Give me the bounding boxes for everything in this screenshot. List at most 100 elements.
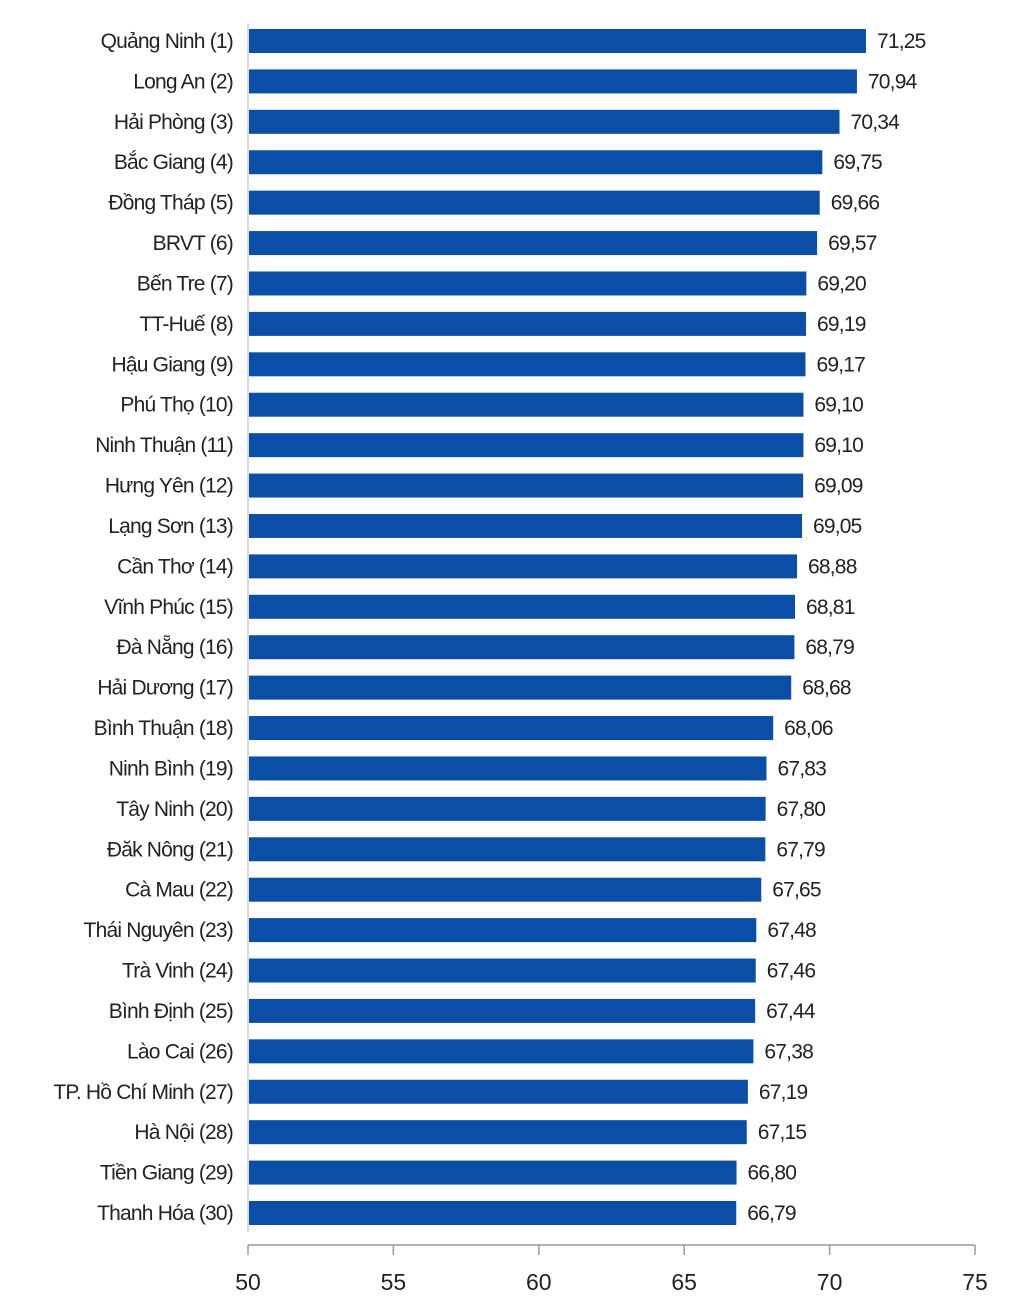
value-label: 66,79 <box>747 1202 796 1225</box>
bar-row: Cần Thơ (14) 68,88 <box>117 554 858 579</box>
bar <box>249 635 795 660</box>
value-label: 67,80 <box>777 798 826 821</box>
x-tick-label: 70 <box>817 1269 843 1295</box>
category-label: Hải Dương (17) <box>97 677 233 700</box>
bar <box>249 513 802 538</box>
value-label: 69,20 <box>817 272 866 295</box>
x-tick-label: 60 <box>526 1269 552 1295</box>
bar-row: Hậu Giang (9) 69,17 <box>112 352 866 377</box>
bar-row: Đà Nẵng (16) 68,79 <box>117 635 855 660</box>
bar <box>249 918 757 943</box>
value-label: 68,79 <box>805 636 854 659</box>
category-label: Lạng Sơn (13) <box>108 515 233 538</box>
bar <box>249 877 762 902</box>
bar-row: BRVT (6) 69,57 <box>153 231 878 256</box>
value-label: 68,88 <box>808 555 857 578</box>
x-tick-label: 65 <box>671 1269 697 1295</box>
category-label: Tây Ninh (20) <box>116 798 233 821</box>
category-label: Đà Nẵng (16) <box>117 636 233 659</box>
bar <box>249 29 866 53</box>
bar <box>249 150 823 175</box>
value-label: 67,38 <box>764 1040 813 1063</box>
value-label: 69,17 <box>816 353 865 376</box>
bar <box>249 433 804 458</box>
category-label: TT-Huế (8) <box>139 313 233 336</box>
bar <box>249 109 840 134</box>
category-label: TP. Hồ Chí Minh (27) <box>53 1081 233 1104</box>
bar-row: Thái Nguyên (23) 67,48 <box>84 918 817 943</box>
value-label: 70,34 <box>850 111 900 134</box>
value-label: 68,81 <box>806 596 855 619</box>
bar <box>249 1079 748 1104</box>
bar-row: Bến Tre (7) 69,20 <box>137 271 867 296</box>
value-label: 67,46 <box>767 960 816 983</box>
bar <box>249 594 795 619</box>
value-label: 67,83 <box>777 757 826 780</box>
value-label: 69,19 <box>817 313 866 336</box>
bar-row: Hải Phòng (3) 70,34 <box>114 109 901 134</box>
value-label: 69,57 <box>828 232 877 255</box>
bar-row: Bắc Giang (4) 69,75 <box>114 150 883 175</box>
bar <box>249 1120 747 1145</box>
value-label: 69,66 <box>831 192 880 215</box>
bar-row: Quảng Ninh (1) 71,25 <box>101 29 926 53</box>
bar-row: TT-Huế (8) 69,19 <box>139 311 867 336</box>
value-label: 70,94 <box>868 70 918 93</box>
bar <box>249 796 766 821</box>
category-label: Trà Vinh (24) <box>122 960 233 983</box>
category-label: Bình Định (25) <box>109 1000 233 1023</box>
category-label: Quảng Ninh (1) <box>101 30 233 53</box>
bar-row: Tiền Giang (29) 66,80 <box>100 1160 797 1185</box>
bar-row: Tây Ninh (20) 67,80 <box>116 796 826 821</box>
value-label: 66,80 <box>748 1162 797 1185</box>
value-label: 69,05 <box>813 515 862 538</box>
bar-row: Bình Định (25) 67,44 <box>109 998 817 1023</box>
bar-row: Bình Thuận (18) 68,06 <box>94 716 834 741</box>
bar <box>249 756 767 781</box>
bar <box>249 69 857 94</box>
bar <box>249 271 807 296</box>
bar <box>249 190 820 215</box>
category-label: Thanh Hóa (30) <box>97 1202 233 1225</box>
bar-row: Ninh Thuận (11) 69,10 <box>95 433 864 458</box>
bar <box>249 473 804 498</box>
category-label: Hậu Giang (9) <box>112 353 234 376</box>
category-label: Bến Tre (7) <box>137 272 233 295</box>
x-tick-label: 55 <box>381 1269 407 1295</box>
bar-row: Cà Mau (22) 67,65 <box>125 877 822 902</box>
value-label: 67,65 <box>772 879 821 902</box>
bar-row: Thanh Hóa (30) 66,79 <box>97 1201 797 1225</box>
value-label: 71,25 <box>877 30 926 53</box>
bar-row: Hải Dương (17) 68,68 <box>97 675 852 700</box>
value-label: 69,10 <box>814 434 863 457</box>
bar <box>249 675 792 700</box>
category-label: Hải Phòng (3) <box>114 111 233 134</box>
category-label: BRVT (6) <box>153 232 233 255</box>
bar-row: Trà Vinh (24) 67,46 <box>122 958 816 983</box>
value-label: 69,75 <box>833 151 882 174</box>
category-label: Đăk Nông (21) <box>107 838 233 861</box>
value-label: 68,68 <box>802 677 851 700</box>
category-label: Hà Nội (28) <box>134 1121 233 1144</box>
x-tick-label: 50 <box>235 1269 261 1295</box>
bar-row: Đăk Nông (21) 67,79 <box>107 837 826 862</box>
bar <box>249 311 807 336</box>
bar-row: TP. Hồ Chí Minh (27) 67,19 <box>53 1079 808 1104</box>
bar <box>249 1160 737 1185</box>
category-label: Đồng Tháp (5) <box>108 192 233 215</box>
category-label: Cà Mau (22) <box>125 879 233 902</box>
value-label: 67,44 <box>766 1000 816 1023</box>
bar-row: Hà Nội (28) 67,15 <box>134 1120 807 1145</box>
x-tick-label: 75 <box>962 1269 988 1295</box>
bar <box>249 1039 754 1064</box>
category-label: Cần Thơ (14) <box>117 555 233 578</box>
value-label: 67,79 <box>776 838 825 861</box>
bar-row: Long An (2) 70,94 <box>133 69 918 94</box>
bar <box>249 998 756 1023</box>
bar-row: Vĩnh Phúc (15) 68,81 <box>104 594 855 619</box>
x-axis: 50 55 60 65 70 75 <box>235 1244 988 1295</box>
bar <box>249 352 806 377</box>
value-label: 69,10 <box>814 394 863 417</box>
bar-row: Ninh Bình (19) 67,83 <box>109 756 827 781</box>
category-label: Phú Thọ (10) <box>120 394 233 417</box>
